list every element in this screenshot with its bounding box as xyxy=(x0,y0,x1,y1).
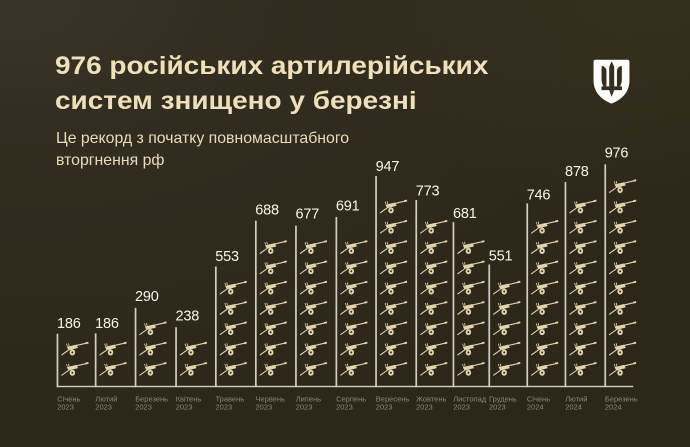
svg-text:Березень: Березень xyxy=(135,394,168,403)
svg-text:Червень: Червень xyxy=(256,394,286,403)
svg-text:2023: 2023 xyxy=(336,402,353,411)
svg-text:Листопад: Листопад xyxy=(453,394,487,403)
svg-text:2023: 2023 xyxy=(216,402,233,411)
svg-text:186: 186 xyxy=(95,316,119,332)
svg-text:2023: 2023 xyxy=(296,402,313,411)
svg-text:186: 186 xyxy=(57,316,81,332)
svg-text:2023: 2023 xyxy=(453,402,470,411)
svg-text:Липень: Липень xyxy=(296,394,321,403)
svg-text:Грудень: Грудень xyxy=(489,394,517,403)
svg-text:2023: 2023 xyxy=(95,402,112,411)
svg-text:681: 681 xyxy=(453,206,477,222)
svg-text:688: 688 xyxy=(255,202,279,218)
svg-text:2023: 2023 xyxy=(489,402,506,411)
svg-text:2023: 2023 xyxy=(57,402,74,411)
svg-text:691: 691 xyxy=(336,199,360,215)
svg-text:2023: 2023 xyxy=(376,402,393,411)
svg-text:551: 551 xyxy=(489,249,513,265)
svg-text:Січень: Січень xyxy=(527,394,550,403)
svg-text:677: 677 xyxy=(296,207,320,223)
svg-text:878: 878 xyxy=(565,164,589,180)
svg-text:2023: 2023 xyxy=(135,402,152,411)
svg-text:2024: 2024 xyxy=(605,402,622,411)
svg-text:Лютий: Лютий xyxy=(565,394,587,403)
svg-text:Квітень: Квітень xyxy=(176,394,202,403)
svg-text:Вересень: Вересень xyxy=(376,394,410,403)
svg-text:Січень: Січень xyxy=(57,394,80,403)
svg-text:2023: 2023 xyxy=(176,402,193,411)
svg-text:Лютий: Лютий xyxy=(95,394,117,403)
svg-text:553: 553 xyxy=(215,249,239,265)
svg-text:976: 976 xyxy=(605,145,629,161)
svg-text:746: 746 xyxy=(527,187,551,203)
svg-text:2024: 2024 xyxy=(527,402,544,411)
svg-text:947: 947 xyxy=(376,159,400,175)
svg-text:290: 290 xyxy=(135,289,159,305)
svg-text:2024: 2024 xyxy=(565,402,582,411)
svg-text:Жовтень: Жовтень xyxy=(416,394,446,403)
svg-text:238: 238 xyxy=(176,309,200,325)
svg-text:2023: 2023 xyxy=(256,402,273,411)
svg-text:Серпень: Серпень xyxy=(336,394,366,403)
svg-text:Березень: Березень xyxy=(605,394,638,403)
svg-text:773: 773 xyxy=(416,183,440,199)
svg-text:Травень: Травень xyxy=(216,394,245,403)
svg-text:2023: 2023 xyxy=(416,402,433,411)
